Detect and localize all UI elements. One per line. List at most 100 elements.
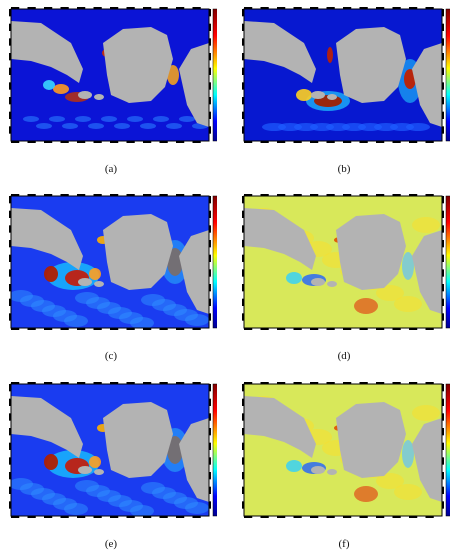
frame-tick — [60, 194, 69, 196]
frame-tick — [11, 7, 20, 9]
frame-tick — [242, 284, 244, 292]
panel-caption: (f) — [338, 538, 350, 550]
frame-tick — [9, 384, 11, 392]
frame-tick — [442, 313, 444, 321]
frame-tick — [126, 141, 135, 143]
frame-tick — [209, 428, 211, 436]
frame-tick — [209, 38, 211, 46]
frame-tick — [409, 141, 418, 143]
frame-tick — [244, 194, 253, 196]
frame-tick — [209, 210, 211, 218]
frame-tick — [392, 194, 401, 196]
frame-tick — [192, 516, 201, 518]
island-east — [412, 43, 442, 127]
frame-tick — [176, 7, 185, 9]
current-feature — [49, 116, 65, 122]
frame-tick — [209, 501, 211, 509]
frame-tick — [442, 254, 444, 262]
frame-tick — [9, 9, 11, 17]
frame-tick — [143, 328, 152, 330]
frame-tick — [9, 97, 11, 105]
current-feature — [167, 436, 183, 464]
colorbar — [445, 195, 450, 329]
frame-tick — [77, 141, 86, 143]
frame-tick — [343, 194, 352, 196]
current-feature — [412, 217, 440, 233]
frame-tick — [310, 328, 319, 330]
frame-tick — [442, 97, 444, 105]
frame-tick — [326, 194, 335, 196]
frame-tick — [126, 328, 135, 330]
frame-tick — [442, 442, 444, 450]
frame-tick — [242, 67, 244, 75]
frame-tick — [159, 516, 168, 518]
frame-tick — [192, 194, 201, 196]
frame-tick — [293, 328, 302, 330]
frame-tick — [244, 328, 253, 330]
current-feature — [185, 502, 209, 514]
frame-tick — [77, 194, 86, 196]
frame-tick — [242, 457, 244, 465]
frame-tick — [44, 141, 53, 143]
frame-tick — [242, 53, 244, 61]
frame-tick — [359, 328, 368, 330]
frame-tick — [209, 225, 211, 233]
frame-tick — [209, 269, 211, 277]
frame-tick — [9, 126, 11, 134]
frame-tick — [376, 328, 385, 330]
map-content — [11, 196, 209, 328]
current-feature — [44, 266, 58, 282]
current-feature — [394, 296, 422, 312]
panel-caption: (c) — [104, 350, 118, 362]
frame-tick — [326, 516, 335, 518]
frame-tick — [27, 141, 36, 143]
current-feature — [402, 440, 414, 468]
map-panel-f: 10.50-0.5-1Difference in Peak Current Ma… — [238, 380, 450, 540]
frame-tick — [260, 194, 269, 196]
island-middle — [336, 402, 406, 478]
current-feature — [406, 123, 430, 131]
map-panel-b: 10.80.60.40.20Peak Current Magnitude (m/… — [238, 5, 450, 165]
frame-tick — [27, 382, 36, 384]
frame-tick — [9, 196, 11, 204]
map-content — [244, 9, 442, 141]
frame-tick — [442, 298, 444, 306]
frame-tick — [277, 141, 286, 143]
frame-tick — [242, 38, 244, 46]
frame-tick — [442, 428, 444, 436]
map-panel-a: 10.80.60.40.20Peak Current Magnitude (m/… — [5, 5, 217, 165]
current-feature — [89, 456, 101, 468]
frame-tick — [277, 7, 286, 9]
frame-tick — [143, 7, 152, 9]
frame-tick — [176, 141, 185, 143]
frame-tick — [242, 240, 244, 248]
frame-tick — [110, 141, 119, 143]
frame-tick — [143, 382, 152, 384]
frame-tick — [60, 141, 69, 143]
frame-tick — [392, 382, 401, 384]
frame-tick — [343, 141, 352, 143]
frame-tick — [359, 141, 368, 143]
frame-tick — [77, 516, 86, 518]
frame-tick — [244, 141, 253, 143]
frame-tick — [159, 328, 168, 330]
frame-tick — [110, 516, 119, 518]
island-middle — [103, 402, 173, 478]
frame-tick — [409, 516, 418, 518]
colorbar — [212, 383, 217, 517]
frame-tick — [9, 501, 11, 509]
frame-tick — [242, 269, 244, 277]
islet-2 — [94, 281, 104, 287]
frame-tick — [93, 328, 102, 330]
current-feature — [296, 89, 312, 101]
current-feature — [376, 285, 404, 301]
current-feature — [89, 268, 101, 280]
frame-tick — [242, 111, 244, 119]
frame-tick — [126, 7, 135, 9]
frame-tick — [260, 328, 269, 330]
frame-tick — [326, 328, 335, 330]
frame-tick — [44, 382, 53, 384]
current-feature — [44, 454, 58, 470]
frame-tick — [9, 67, 11, 75]
frame-tick — [242, 472, 244, 480]
